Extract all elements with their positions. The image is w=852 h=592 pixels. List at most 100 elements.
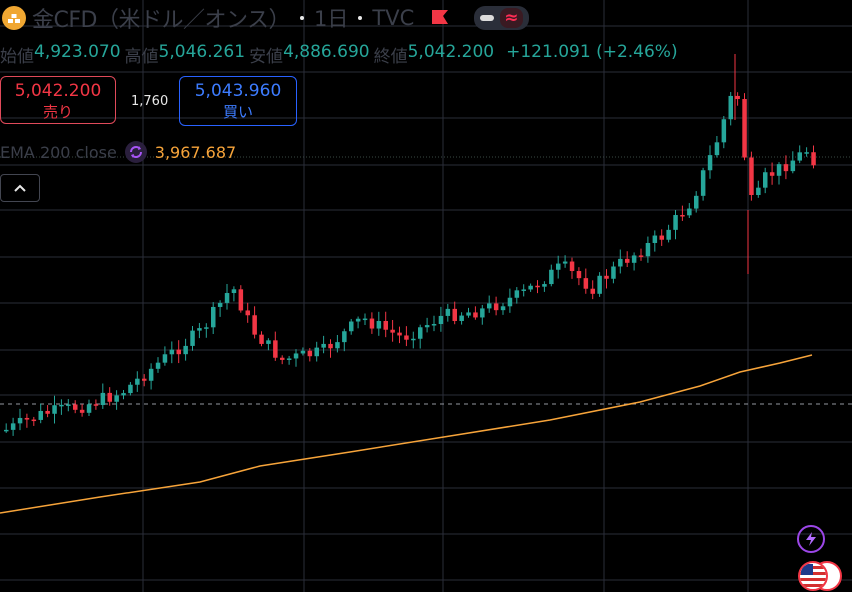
candle-body — [652, 235, 658, 243]
candle-body — [404, 335, 409, 340]
candle-body — [24, 417, 30, 420]
candle-body — [114, 395, 119, 402]
candle-body — [86, 404, 92, 413]
interval-label[interactable]: 1日 — [314, 7, 349, 31]
ohlc-legend: 始値 4,923.070 高値 5,046.261 安値 4,886.690 終… — [0, 42, 678, 67]
candle-body — [238, 289, 244, 311]
candle-body — [604, 275, 609, 279]
candle-body — [280, 357, 285, 360]
chevron-up-icon — [14, 184, 26, 192]
candle-body — [597, 275, 602, 294]
candle-body — [4, 429, 9, 432]
candle-body — [52, 405, 57, 414]
candle-body — [783, 164, 789, 172]
candle-body — [328, 343, 333, 349]
candle-body — [700, 170, 706, 196]
candle-body — [211, 306, 216, 328]
candle-body — [397, 332, 402, 336]
candle-body — [321, 343, 326, 348]
candle-body — [45, 410, 50, 414]
buy-label: 買い — [222, 103, 253, 121]
candle-body — [763, 172, 768, 188]
open-value: 4,923.070 — [34, 42, 121, 62]
candle-body — [659, 235, 664, 240]
candle-body — [383, 320, 388, 330]
candle-body — [286, 358, 292, 360]
candle-body — [355, 318, 361, 322]
sync-icon[interactable] — [124, 141, 147, 163]
candle-body — [735, 95, 740, 100]
candle-body — [349, 321, 354, 332]
lightning-button[interactable] — [797, 525, 825, 553]
candle-body — [362, 318, 368, 321]
candle-body — [128, 384, 133, 394]
candle-body — [680, 215, 685, 217]
candle-body — [666, 229, 671, 240]
candle-body — [611, 266, 616, 279]
candle-body — [307, 350, 313, 357]
candle-body — [790, 160, 796, 172]
candle-body — [66, 404, 71, 406]
open-label: 始値 — [0, 47, 34, 67]
candle-body — [687, 208, 692, 216]
source-label: TVC — [372, 6, 415, 30]
candle-body — [155, 362, 161, 369]
candle-body — [73, 404, 78, 410]
market-status-pill[interactable]: ≈ — [474, 6, 529, 30]
candle-body — [176, 349, 181, 355]
sell-price: 5,042.200 — [14, 81, 102, 101]
candle-body — [142, 378, 147, 381]
collapse-legend-button[interactable] — [0, 174, 40, 202]
candle-body — [742, 99, 747, 158]
candle-body — [590, 288, 595, 294]
candle-body — [93, 404, 99, 406]
candle-body — [500, 306, 506, 311]
candle-body — [335, 342, 340, 349]
candle-body — [535, 285, 540, 288]
candle-body — [314, 347, 319, 357]
candle-body — [804, 152, 809, 154]
candle-body — [756, 187, 761, 196]
candle-body — [31, 419, 37, 422]
candle-body — [17, 417, 23, 424]
symbol-title[interactable]: 金CFD（米ドル／オンス） — [32, 8, 291, 33]
candle-body — [273, 340, 278, 358]
candle-body — [342, 331, 347, 343]
separator-dot — [300, 16, 305, 20]
candle-body — [162, 354, 168, 363]
candle-body — [445, 308, 451, 316]
candle-body — [390, 329, 395, 333]
candle-body — [576, 271, 582, 279]
candle-body — [452, 308, 457, 321]
close-value: 5,042.200 — [407, 42, 495, 62]
candle-body — [217, 302, 223, 307]
candle-body — [776, 164, 782, 176]
candle-body — [625, 258, 630, 263]
candle-body — [556, 263, 561, 270]
candle-body — [645, 242, 651, 257]
candle-body — [148, 368, 154, 381]
candle-body — [59, 404, 64, 407]
candle-body — [121, 393, 126, 396]
candle-body — [797, 152, 802, 161]
us-flag-icon[interactable] — [797, 560, 843, 592]
candle-body — [707, 155, 713, 171]
sell-label: 売り — [42, 103, 73, 121]
candle-body — [259, 334, 264, 344]
candle-body — [562, 261, 568, 264]
candle-body — [673, 215, 678, 230]
sell-button[interactable]: 5,042.200 売り — [0, 76, 116, 124]
lightning-icon — [806, 532, 816, 546]
candle-body — [376, 320, 382, 329]
ema-legend[interactable]: EMA 200 close 3,967.687 — [0, 141, 236, 163]
spread-value: 1,760 — [131, 94, 169, 109]
candle-body — [514, 290, 520, 298]
candle-body — [293, 353, 299, 359]
candle-body — [100, 392, 106, 406]
buy-button[interactable]: 5,043.960 買い — [179, 76, 297, 126]
low-value: 4,886.690 — [283, 42, 370, 62]
candle-body — [473, 312, 478, 318]
flag-icon[interactable] — [430, 8, 450, 28]
candle-body — [528, 285, 533, 290]
